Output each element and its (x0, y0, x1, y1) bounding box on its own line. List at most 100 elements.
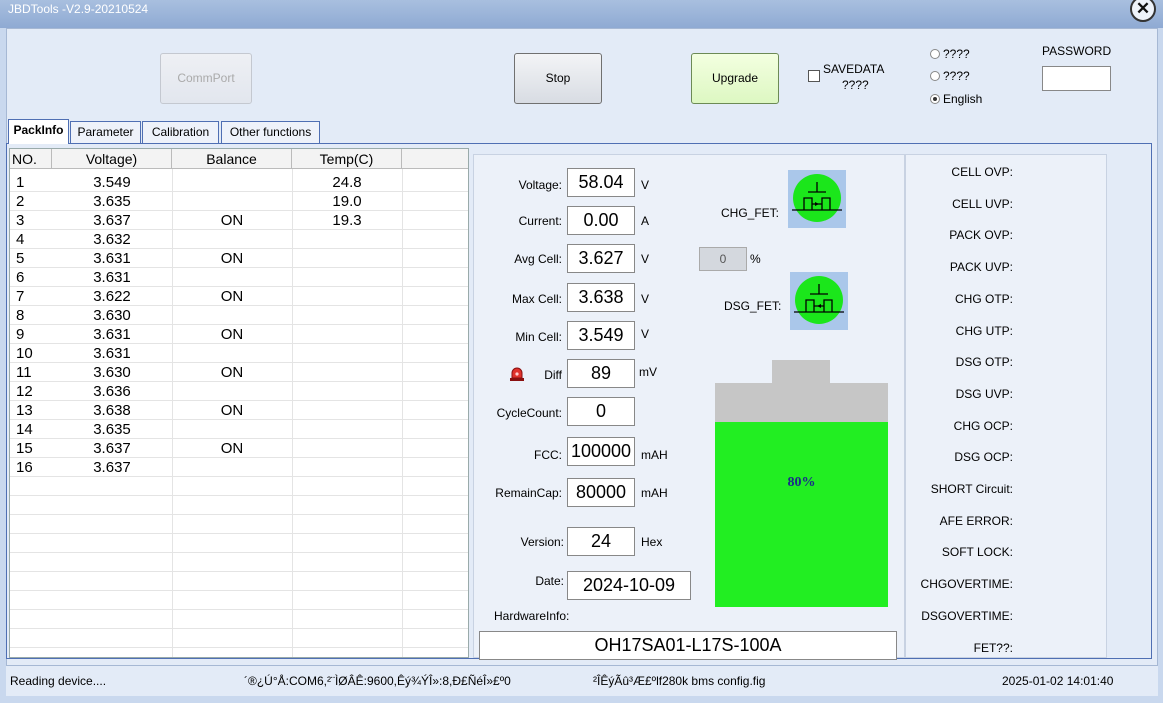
remain-cap-value: 80000 (567, 478, 635, 507)
header-no: NO. (10, 149, 52, 169)
protection-label: AFE ERROR: (939, 513, 1013, 528)
table-row[interactable]: 4 3.632 (10, 230, 468, 249)
protection-label: CHG OCP: (953, 418, 1013, 433)
password-input[interactable] (1042, 66, 1111, 91)
cycle-count-value: 0 (567, 397, 635, 426)
alarm-light-icon (510, 367, 524, 381)
voltage-label: Voltage: (518, 178, 562, 192)
fcc-value: 100000 (567, 437, 635, 466)
table-cell (172, 230, 292, 249)
fcc-label: FCC: (534, 448, 562, 462)
table-cell (292, 268, 402, 287)
table-cell: 3.637 (93, 440, 131, 457)
language-radio-1[interactable] (930, 49, 940, 59)
diff-label: Diff (544, 368, 562, 382)
protection-label: SOFT LOCK: (941, 545, 1013, 560)
empty-row (10, 534, 468, 553)
table-cell: 19.0 (332, 193, 362, 210)
empty-row (10, 629, 468, 648)
table-cell: 3.638 (93, 402, 131, 419)
table-cell: 11 (16, 364, 32, 381)
protection-label: SHORT Circuit: (930, 482, 1013, 496)
table-row[interactable]: 7 3.622 ON (10, 287, 468, 306)
table-row[interactable]: 11 3.630 ON (10, 363, 468, 382)
table-row[interactable]: 9 3.631 ON (10, 325, 468, 344)
table-cell: 3.631 (93, 250, 131, 267)
hardware-value: OH17SA01-L17S-100A (479, 631, 897, 660)
table-cell: 3.631 (93, 326, 131, 343)
table-row[interactable]: 10 3.631 (10, 344, 468, 363)
protection-label: PACK UVP: (949, 260, 1013, 275)
voltage-value: 58.04 (567, 168, 635, 197)
status-datetime: 2025-01-02 14:01:40 (1002, 674, 1114, 688)
dsg-fet-icon (790, 272, 848, 330)
table-cell: 3.632 (93, 231, 131, 248)
close-icon[interactable]: ✕ (1130, 0, 1156, 22)
protection-label: DSGOVERTIME: (921, 608, 1013, 623)
table-row[interactable]: 1 3.549 24.8 (10, 173, 468, 192)
protection-label: DSG OTP: (955, 355, 1013, 370)
max-cell-label: Max Cell: (511, 292, 562, 306)
avg-cell-label: Avg Cell: (514, 252, 562, 266)
diff-value: 89 (567, 359, 635, 388)
table-cell: 8 (16, 307, 25, 324)
date-label: Date: (535, 574, 564, 588)
column-divider (292, 169, 293, 657)
protection-label: CHG UTP: (955, 323, 1013, 338)
table-cell: 13 (16, 402, 33, 419)
empty-row (10, 610, 468, 629)
protection-label: FET??: (973, 640, 1013, 655)
table-cell (292, 344, 402, 363)
table-row[interactable]: 12 3.636 (10, 382, 468, 401)
column-divider (172, 169, 173, 657)
table-cell: 3.635 (93, 193, 131, 210)
tab-packinfo[interactable]: PackInfo (8, 119, 69, 144)
max-cell-value: 3.638 (567, 283, 635, 312)
table-row[interactable]: 5 3.631 ON (10, 249, 468, 268)
remain-cap-unit: mAH (641, 486, 668, 500)
protection-label: PACK OVP: (949, 228, 1013, 243)
savedata-sublabel: ???? (842, 78, 869, 92)
empty-row (10, 515, 468, 534)
protection-label: DSG UVP: (955, 386, 1013, 401)
header-balance: Balance (172, 149, 292, 169)
table-cell (292, 439, 402, 458)
table-row[interactable]: 16 3.637 (10, 458, 468, 477)
min-cell-unit: V (641, 327, 650, 341)
protection-label: CHG OTP: (954, 291, 1013, 306)
table-row[interactable]: 13 3.638 ON (10, 401, 468, 420)
table-cell (172, 173, 292, 192)
protection-panel: CELL OVP: CELL UVP: PACK OVP: PACK UVP: CHG … (905, 154, 1107, 658)
commport-button[interactable]: CommPort (160, 53, 252, 104)
table-cell: 9 (16, 326, 25, 343)
table-cell (292, 382, 402, 401)
tab-parameter[interactable]: Parameter (70, 121, 141, 143)
savedata-checkbox[interactable] (808, 70, 820, 82)
savedata-label: SAVEDATA (823, 62, 885, 76)
language-radio-2[interactable] (930, 71, 940, 81)
version-label: Version: (520, 535, 564, 549)
language-radio-english[interactable] (930, 94, 940, 104)
header-temp: Temp(C) (292, 149, 402, 169)
language-option-1: ???? (943, 47, 970, 61)
table-cell: 15 (16, 440, 33, 457)
table-row[interactable]: 14 3.635 (10, 420, 468, 439)
table-row[interactable]: 2 3.635 19.0 (10, 192, 468, 211)
table-row[interactable]: 6 3.631 (10, 268, 468, 287)
chg-fet-label: CHG_FET: (721, 206, 780, 220)
table-row[interactable]: 8 3.630 (10, 306, 468, 325)
table-row[interactable]: 15 3.637 ON (10, 439, 468, 458)
protection-label: CHGOVERTIME: (920, 577, 1013, 592)
table-header: NO. Voltage) Balance Temp(C) (10, 149, 468, 169)
cell-table[interactable]: NO. Voltage) Balance Temp(C) 1 3.549 24.8 2… (9, 148, 469, 658)
table-row[interactable]: 3 3.637 ON 19.3 (10, 211, 468, 230)
stop-button[interactable]: Stop (514, 53, 602, 104)
tab-calibration[interactable]: Calibration (142, 121, 219, 143)
empty-row (10, 591, 468, 610)
avg-cell-value: 3.627 (567, 244, 635, 273)
table-cell: ON (220, 212, 244, 229)
table-cell: 3.637 (93, 212, 131, 229)
upgrade-button[interactable]: Upgrade (691, 53, 779, 104)
tab-other-functions[interactable]: Other functions (221, 121, 320, 143)
table-cell: 3.549 (93, 174, 131, 191)
